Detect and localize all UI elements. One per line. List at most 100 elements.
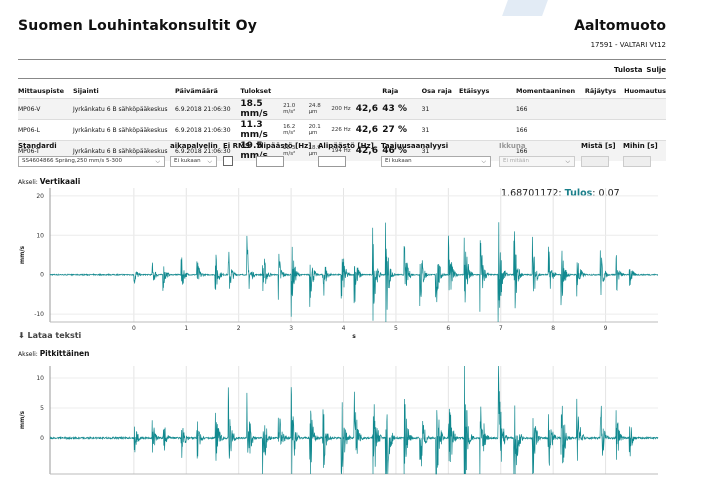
cell-note: [584, 98, 625, 120]
y-axis-label: mm/s: [19, 410, 26, 429]
x-tick-label: 6: [446, 325, 450, 332]
chevron-down-icon: ⌵: [481, 158, 486, 165]
chevron-down-icon: ⌵: [565, 158, 570, 165]
longitudinal-axis-chart[interactable]: 05100123456789mm/s: [18, 362, 666, 477]
axis-prefix: Akseli:: [18, 179, 38, 186]
results-table: Mittauspiste Sijainti Päivämäärä Tulokse…: [18, 86, 666, 161]
site-info: 17591 - VALTARI Vt12: [590, 41, 666, 49]
company-name: Suomen Louhintakonsultit Oy: [18, 18, 258, 34]
x-tick-label: 4: [342, 325, 346, 332]
signal-line: [49, 222, 659, 323]
y-tick-label: 20: [36, 193, 44, 200]
y-tick-label: 10: [36, 375, 44, 382]
y-tick-label: 0: [40, 435, 44, 442]
chevron-down-icon: ⌵: [207, 158, 212, 165]
from-input[interactable]: [581, 156, 609, 167]
table-row[interactable]: MP06-L Jyrkänkatu 6 B sähköpääkeskus 6.9…: [18, 119, 666, 141]
x-tick-label: 1: [184, 325, 188, 332]
from-label: Mistä [s]: [581, 142, 616, 150]
y-tick-label: 0: [40, 272, 44, 279]
x-tick-label: 9: [604, 325, 608, 332]
cell-point: MP06-T: [18, 140, 73, 161]
cell-point: MP06-V: [18, 98, 73, 120]
col-header: Etäisyys: [459, 87, 490, 95]
x-tick-label: 2: [237, 325, 241, 332]
table-header: Mittauspiste Sijainti Päivämäärä Tulokse…: [18, 86, 666, 99]
cell-limit: 42,6: [355, 119, 383, 141]
cell-note: [584, 119, 625, 141]
cell-dist: 31: [421, 98, 459, 120]
cell-mom: [459, 140, 516, 161]
cell-blast: 166: [515, 119, 585, 141]
col-header: Osa raja: [421, 87, 452, 95]
cell-freq: 226 Hz: [331, 119, 356, 141]
cell-limit: 42,6: [355, 98, 383, 120]
cell-freq: 200 Hz: [331, 98, 356, 120]
cell-acc: 21.0 m/s²: [283, 98, 309, 120]
cell-result: 19.5 mm/s: [240, 140, 284, 161]
cell-note: [584, 140, 625, 161]
lowpass-label: Alipäästö [Hz]: [318, 142, 374, 150]
cell-date: 6.9.2018 21:06:30: [174, 140, 241, 161]
brand-name: Aaltomuoto: [574, 18, 666, 34]
axis-name: Vertikaali: [39, 177, 81, 186]
controls-labels: Standardi aikapalvelin Ei RMS Ylipäästö …: [18, 142, 666, 152]
table-row[interactable]: MP06-V Jyrkänkatu 6 B sähköpääkeskus 6.9…: [18, 98, 666, 120]
readout-x: 1.68701172:: [501, 188, 562, 199]
cell-point: MP06-L: [18, 119, 73, 141]
vertical-axis-chart[interactable]: -10 0 10 20 0 1 2 3 4 5 6 7 8 9 mm/s s: [18, 186, 666, 342]
cell-location: Jyrkänkatu 6 B sähköpääkeskus: [72, 140, 175, 161]
freq-analysis-select[interactable]: Ei kukaan ⌵: [381, 156, 491, 167]
to-input[interactable]: [623, 156, 651, 167]
standard-label: Standardi: [18, 142, 57, 150]
x-tick-label: 7: [499, 325, 503, 332]
freq-analysis-value: Ei kukaan: [385, 158, 412, 164]
watermark-shape: [502, 0, 548, 16]
cell-acc: 28.3 m/s²: [283, 140, 309, 161]
divider: [18, 59, 666, 60]
readout-label: Tulos: [564, 188, 593, 199]
col-header: Päivämäärä: [174, 87, 218, 95]
timeserver-label: aikapalvelin: [170, 142, 218, 150]
print-link[interactable]: Tulosta: [613, 66, 643, 74]
standard-select[interactable]: SS4604866 Spräng,250 mm/s 5-300 ⌵: [18, 156, 165, 167]
col-header: Huomautus: [624, 87, 666, 95]
no-rms-checkbox[interactable]: [223, 156, 233, 166]
close-link[interactable]: Sulje: [646, 66, 666, 74]
cell-location: Jyrkänkatu 6 B sähköpääkeskus: [72, 98, 175, 120]
timeserver-select[interactable]: Ei kukaan ⌵: [170, 156, 217, 167]
norms-label: Ei RMS: [223, 142, 251, 150]
x-axis-label: s: [352, 333, 356, 340]
y-tick-label: 10: [36, 232, 44, 239]
cell-date: 6.9.2018 21:06:30: [174, 98, 241, 120]
highpass-input[interactable]: [256, 156, 284, 167]
freq-label: Taajuusaanalyysi: [381, 142, 449, 150]
x-tick-label: 0: [132, 325, 136, 332]
axis-name: Pitkittäinen: [39, 349, 90, 358]
y-axis-label: mm/s: [19, 245, 26, 264]
window-label: Ikkuna: [499, 142, 526, 150]
cell-date: 6.9.2018 21:06:30: [174, 119, 241, 141]
col-header: Räjäytys: [584, 87, 617, 95]
download-text-link[interactable]: ⬇ Lataa teksti: [18, 331, 82, 340]
standard-value: SS4604866 Spräng,250 mm/s 5-300: [22, 158, 122, 164]
chevron-down-icon: ⌵: [155, 158, 160, 165]
window-select[interactable]: Ei mitään ⌵: [499, 156, 575, 167]
chart1-axis-title: Akseli: Vertikaali: [18, 177, 80, 186]
signal-line: [49, 365, 659, 475]
cell-pct: 46 %: [382, 140, 422, 161]
col-header: Raja: [382, 87, 399, 95]
cell-blast: 166: [515, 98, 585, 120]
table-row[interactable]: MP06-T Jyrkänkatu 6 B sähköpääkeskus 6.9…: [18, 140, 666, 161]
lowpass-input[interactable]: [318, 156, 346, 167]
col-header: Sijainti: [72, 87, 99, 95]
col-header: Momentaaninen: [515, 87, 576, 95]
chart2-axis-title: Akseli: Pitkittäinen: [18, 349, 89, 358]
header-actions: Tulosta Sulje: [610, 66, 666, 74]
cell-pct: 43 %: [382, 98, 422, 120]
x-tick-label: 3: [289, 325, 293, 332]
axis-prefix: Akseli:: [18, 351, 38, 358]
y-tick-label: 5: [40, 405, 44, 412]
y-tick-label: -10: [34, 311, 44, 318]
cell-mom: [459, 119, 516, 141]
